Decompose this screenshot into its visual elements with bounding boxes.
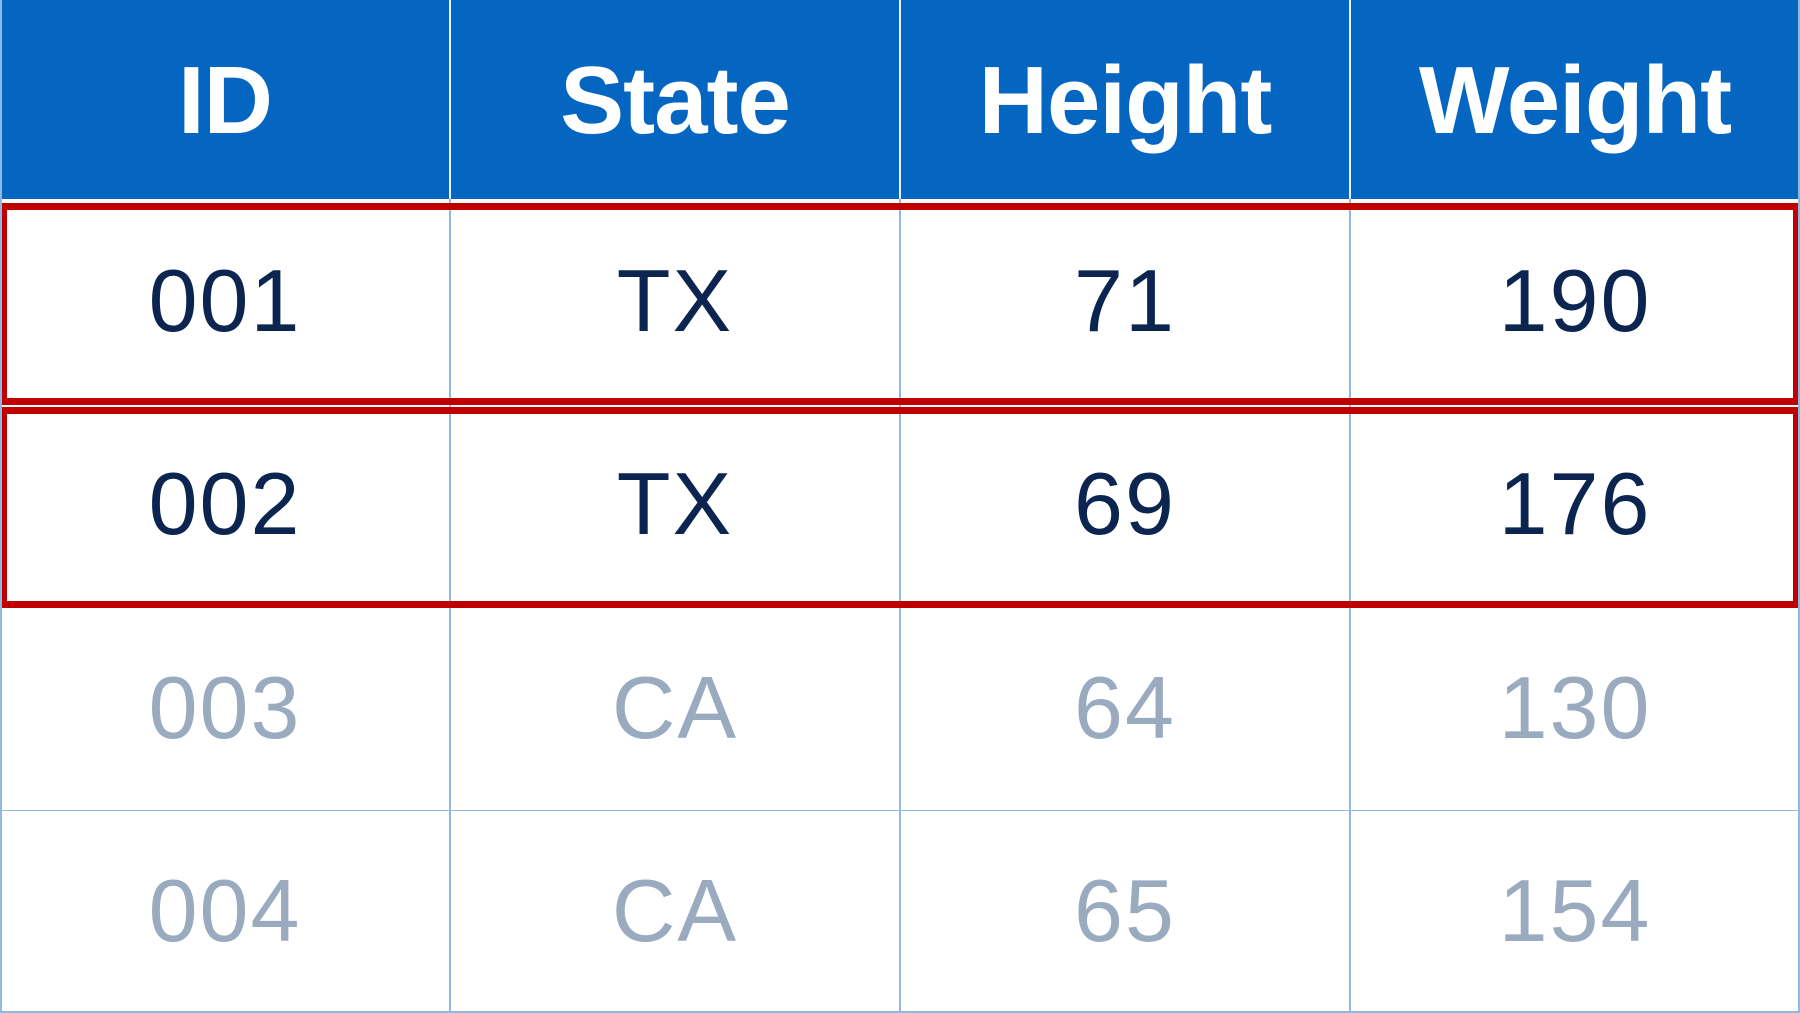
table-cell-id: 004 <box>148 861 302 961</box>
table-row: 004 CA 65 154 <box>0 810 1800 1013</box>
header-cell-weight: Weight <box>1418 46 1732 154</box>
column-divider <box>1349 0 1351 1013</box>
header-cell-id: ID <box>178 46 273 154</box>
header-column-divider <box>449 0 451 199</box>
table-row: 001 TX 71 190 <box>0 199 1800 403</box>
table-cell-height: 69 <box>1074 454 1176 554</box>
header-cell-state: State <box>560 46 791 154</box>
table-cell-weight: 176 <box>1498 454 1652 554</box>
header-cell-height: Height <box>978 46 1273 154</box>
table-cell-state: CA <box>611 861 739 961</box>
table-cell-weight: 130 <box>1498 657 1652 757</box>
table-cell-height: 64 <box>1074 657 1176 757</box>
table-cell-id: 003 <box>148 657 302 757</box>
highlight-frame <box>0 203 1800 405</box>
column-divider <box>449 0 451 1013</box>
table-cell-height: 65 <box>1074 861 1176 961</box>
table-cell-weight: 154 <box>1498 861 1652 961</box>
table-cell-height: 71 <box>1074 250 1176 350</box>
table-cell-id: 001 <box>148 250 302 350</box>
header-column-divider <box>899 0 901 199</box>
table-row: 002 TX 69 176 <box>0 403 1800 607</box>
table-cell-state: TX <box>616 250 734 350</box>
header-column-divider <box>1349 0 1351 199</box>
table-row: 003 CA 64 130 <box>0 606 1800 810</box>
column-divider <box>899 0 901 1013</box>
highlight-frame <box>0 406 1800 608</box>
table-cell-id: 002 <box>148 454 302 554</box>
table-cell-weight: 190 <box>1498 250 1652 350</box>
row-divider <box>0 809 1800 811</box>
table-cell-state: CA <box>611 657 739 757</box>
table-cell-state: TX <box>616 454 734 554</box>
